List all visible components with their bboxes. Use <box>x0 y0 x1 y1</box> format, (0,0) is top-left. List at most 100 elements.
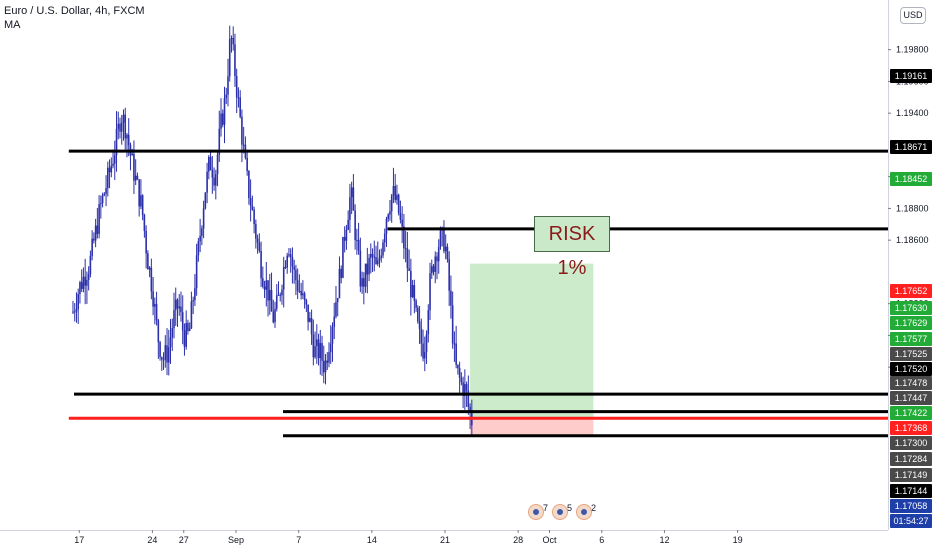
price-label-bg <box>890 406 932 420</box>
candle-body <box>423 352 426 359</box>
economic-events[interactable]: 7 5 2 <box>528 501 598 523</box>
candle-body <box>119 123 121 132</box>
candle-body <box>256 238 259 243</box>
candle-body <box>392 186 395 196</box>
candle-body <box>363 278 365 287</box>
candle-body <box>241 116 243 145</box>
candle-body <box>112 163 114 166</box>
candle-body <box>401 219 403 227</box>
candle-body <box>195 255 198 289</box>
time-tick-label: 21 <box>440 535 450 545</box>
candle-body <box>162 359 165 361</box>
candle-body <box>117 123 120 129</box>
candle-body <box>410 270 412 297</box>
price-label: 1.17525 <box>895 349 928 359</box>
price-label: 1.18671 <box>895 142 928 152</box>
candle-body <box>364 263 367 287</box>
indicator-label[interactable]: MA <box>4 19 21 31</box>
candle-body <box>309 318 311 322</box>
candle-body <box>183 330 186 347</box>
candle-body <box>356 239 358 241</box>
candle-body <box>298 290 301 292</box>
candle-body <box>322 360 325 373</box>
candle-body <box>223 97 226 125</box>
candle-body <box>181 312 184 331</box>
candle-body <box>101 195 104 204</box>
candle-body <box>197 241 200 256</box>
candle-body <box>295 269 297 281</box>
candle-body <box>406 248 409 269</box>
candle-body <box>227 76 229 95</box>
candle-body <box>188 328 191 331</box>
price-label-bg <box>890 316 932 330</box>
candle-body <box>312 334 315 358</box>
price-label: 1.17520 <box>895 364 928 374</box>
candle-body <box>324 360 327 373</box>
candle-body <box>147 253 149 270</box>
candle-body <box>79 282 81 295</box>
candle-body <box>235 76 238 98</box>
price-label-bg <box>890 484 932 498</box>
candle-body <box>263 286 266 290</box>
candle-body <box>373 256 376 258</box>
candles <box>72 25 473 436</box>
candle-body <box>89 255 92 275</box>
candle-body <box>96 225 99 234</box>
candle-body <box>185 322 187 347</box>
candle-body <box>396 194 398 200</box>
price-label-bg <box>890 468 932 482</box>
economic-event-icon[interactable] <box>576 504 593 520</box>
economic-event-icon[interactable] <box>552 504 569 520</box>
candle-body <box>93 238 95 241</box>
candle-body <box>157 320 160 343</box>
candle-body <box>300 290 302 296</box>
time-tick-label: 19 <box>733 535 743 545</box>
candle-body <box>72 311 74 313</box>
position-zones <box>470 263 594 436</box>
candle-body <box>316 339 318 347</box>
currency-button[interactable]: USD <box>900 7 926 24</box>
candle-body <box>336 298 339 303</box>
candle-body <box>361 278 363 287</box>
economic-event-icon[interactable] <box>528 504 544 520</box>
candle-body <box>469 406 471 414</box>
candle-body <box>417 307 419 322</box>
candle-body <box>404 248 407 250</box>
candle-body <box>199 235 201 242</box>
price-label: 1.17447 <box>895 393 928 403</box>
price-label: 1.18452 <box>895 174 928 184</box>
candle-body <box>115 128 118 156</box>
price-labels: 1.19161 1.18671 1.18452 1.17652 1.17630 1.176… <box>890 69 932 528</box>
candle-body <box>174 299 177 311</box>
time-tick-label: 7 <box>296 535 301 545</box>
candle-body <box>425 334 428 353</box>
candle-body <box>429 273 431 311</box>
candle-body <box>302 293 304 296</box>
price-label: 1.17422 <box>895 408 928 418</box>
time-tick-label: 17 <box>74 535 84 545</box>
candle-body <box>258 242 261 251</box>
candle-body <box>387 214 390 219</box>
candle-body <box>232 37 235 45</box>
candle-body <box>319 343 322 359</box>
candle-body <box>338 268 341 299</box>
price-label: 1.17058 <box>895 501 928 511</box>
candle-body <box>422 343 424 359</box>
candle-body <box>122 114 125 123</box>
price-label-bg <box>890 452 932 466</box>
candle-body <box>289 254 292 258</box>
candle-body <box>150 267 153 292</box>
candle-body <box>451 305 454 344</box>
candle-body <box>127 134 130 145</box>
candle-body <box>415 300 417 308</box>
risk-annotation[interactable]: RISK 1% <box>534 216 610 279</box>
candle-body <box>108 167 111 173</box>
candle-body <box>444 246 447 252</box>
loss-zone <box>470 418 594 436</box>
candle-body <box>98 204 100 234</box>
candle-body <box>333 316 336 327</box>
candle-body <box>270 290 273 312</box>
candle-body <box>288 254 290 256</box>
candle-body <box>138 179 140 207</box>
